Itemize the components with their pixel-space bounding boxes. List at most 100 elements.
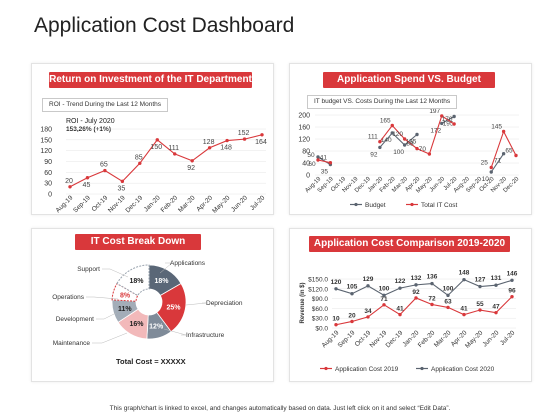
total-cost-label: Total Cost = XXXXX: [116, 357, 186, 366]
spend-legend-label: Budget: [365, 202, 386, 209]
breakdown-category-label: Operations: [52, 294, 85, 301]
roi-xtick: May-20: [211, 194, 232, 214]
roi-ytick: 90: [44, 159, 52, 166]
roi-point: [207, 146, 212, 150]
spend-budget-point: [390, 131, 394, 135]
breakdown-category-label: Support: [77, 266, 100, 273]
cmp-ytick: $30.0: [312, 316, 329, 323]
spend-cost-point: [489, 165, 493, 170]
spend-legend-marker: [354, 202, 358, 207]
cmp-data-label: 41: [460, 306, 468, 313]
cmp-data-label: 20: [348, 312, 356, 319]
roi-subtitle: ROI - Trend During the Last 12 Months: [42, 98, 168, 112]
spend-data-label: 35: [321, 169, 329, 176]
spend-panel: Application Spend VS. Budget IT budget V…: [289, 63, 532, 215]
breakdown-leader-line: [159, 262, 173, 274]
cmp-data-label: 92: [412, 289, 420, 296]
spend-budget-point: [501, 152, 506, 156]
breakdown-leader-line: [185, 302, 207, 306]
spend-chart: 04080120160200Aug-19Sep-19Oct-19Nov-19De…: [298, 109, 521, 209]
breakdown-slice-label: 18%: [154, 278, 169, 285]
cmp-data-label: 100: [379, 285, 390, 292]
breakdown-category-label: Depreciation: [206, 300, 243, 307]
roi-point: [260, 133, 264, 137]
spend-budget-line: [317, 156, 331, 165]
cmp-data-label: 100: [443, 285, 454, 292]
spend-budget-point: [489, 170, 493, 174]
breakdown-slice-label: 16%: [129, 321, 144, 328]
roi-point: [68, 185, 72, 189]
spend-budget-point: [452, 114, 456, 119]
roi-data-label: 45: [83, 182, 91, 189]
cmp-2020-point: [494, 283, 498, 287]
spend-data-label: 60: [308, 161, 316, 168]
cmp-data-label: 132: [411, 275, 422, 282]
spend-data-label: 170: [442, 116, 453, 123]
cmp-data-label: 55: [476, 301, 484, 308]
spend-data-label: 65: [505, 148, 513, 155]
roi-ytick: 120: [40, 148, 52, 155]
roi-xtick: Sep-19: [72, 194, 92, 214]
cmp-xtick: May-20: [464, 329, 485, 350]
cmp-data-label: 41: [396, 306, 404, 313]
roi-data-label: 111: [168, 145, 179, 152]
roi-xtick: Jul-20: [249, 194, 267, 212]
roi-point: [155, 138, 159, 142]
spend-ytick: 200: [298, 113, 310, 120]
cmp-data-label: 34: [364, 308, 372, 315]
spend-cost-point: [514, 153, 518, 158]
footer-note: This graph/chart is linked to excel, and…: [109, 405, 451, 412]
spend-data-label: 92: [370, 151, 378, 158]
spend-budget-point: [415, 132, 419, 137]
cmp-data-label: 72: [428, 295, 436, 302]
spend-ytick: 40: [302, 161, 310, 168]
cmp-2019-point: [462, 312, 466, 317]
spend-cost-point: [440, 114, 444, 118]
spend-cost-point: [316, 158, 320, 162]
roi-point: [242, 137, 247, 141]
cmp-data-label: 136: [427, 274, 438, 281]
roi-ytick: 60: [44, 170, 52, 177]
cmp-data-label: 146: [507, 270, 518, 277]
breakdown-slice-label: 25%: [166, 305, 181, 312]
roi-xtick: Mar-20: [177, 194, 197, 214]
spend-cost-point: [452, 122, 456, 126]
cmp-ylabel: Revenue (in $): [300, 282, 306, 323]
roi-xtick: Nov-19: [107, 194, 127, 214]
roi-banner: Return on Investment of the IT Departmen…: [49, 72, 252, 88]
roi-panel: Return on Investment of the IT Departmen…: [31, 63, 274, 215]
spend-budget-point: [402, 143, 407, 147]
roi-xtick: Jan-20: [143, 194, 162, 213]
breakdown-category-label: Development: [56, 316, 94, 323]
spend-cost-point: [390, 123, 394, 128]
spend-legend-marker: [410, 202, 414, 207]
roi-data-label: 92: [187, 165, 195, 172]
cmp-2020-line: [335, 279, 513, 297]
cmp-data-label: 10: [332, 316, 340, 323]
spend-data-label: 135: [406, 139, 417, 146]
cmp-2020-point: [462, 277, 466, 282]
comparison-panel: Application Cost Comparison 2019-2020 $0…: [289, 228, 532, 382]
spend-data-label: 111: [368, 134, 378, 141]
roi-point: [173, 152, 177, 156]
cmp-2019-line: [335, 296, 513, 326]
cmp-2020-point: [510, 278, 514, 283]
spend-data-label: 88: [406, 141, 414, 148]
spend-cost-point: [378, 140, 382, 144]
cmp-data-label: 120: [331, 279, 342, 286]
cmp-2019-point: [510, 294, 514, 299]
cmp-2019-point: [366, 315, 370, 319]
roi-chart: ROI - July 2020 153,26% (+1%) 0 30 60 90 120…: [40, 118, 267, 214]
cmp-2019-point: [446, 305, 450, 310]
comparison-banner: Application Cost Comparison 2019-2020: [309, 236, 510, 252]
roi-point: [138, 161, 142, 166]
breakdown-banner: IT Cost Break Down: [75, 234, 201, 250]
spend-ytick: 80: [302, 149, 310, 156]
roi-data-label: 35: [117, 185, 125, 192]
roi-callout-title: ROI - July 2020: [66, 118, 115, 125]
spend-data-label: 172: [430, 127, 441, 134]
breakdown-category-label: Infrastructure: [186, 332, 225, 339]
cmp-2019-point: [430, 302, 434, 307]
cmp-xtick: Mar-20: [433, 329, 453, 349]
